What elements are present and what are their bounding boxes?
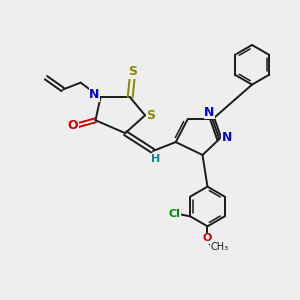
Text: H: H xyxy=(151,154,160,164)
Text: S: S xyxy=(128,65,137,78)
Text: S: S xyxy=(146,109,155,122)
Text: N: N xyxy=(89,88,100,101)
Text: CH₃: CH₃ xyxy=(210,242,229,252)
Text: Cl: Cl xyxy=(169,209,180,219)
Text: N: N xyxy=(204,106,214,119)
Text: N: N xyxy=(222,130,232,144)
Text: O: O xyxy=(68,119,78,132)
Text: O: O xyxy=(203,233,212,243)
